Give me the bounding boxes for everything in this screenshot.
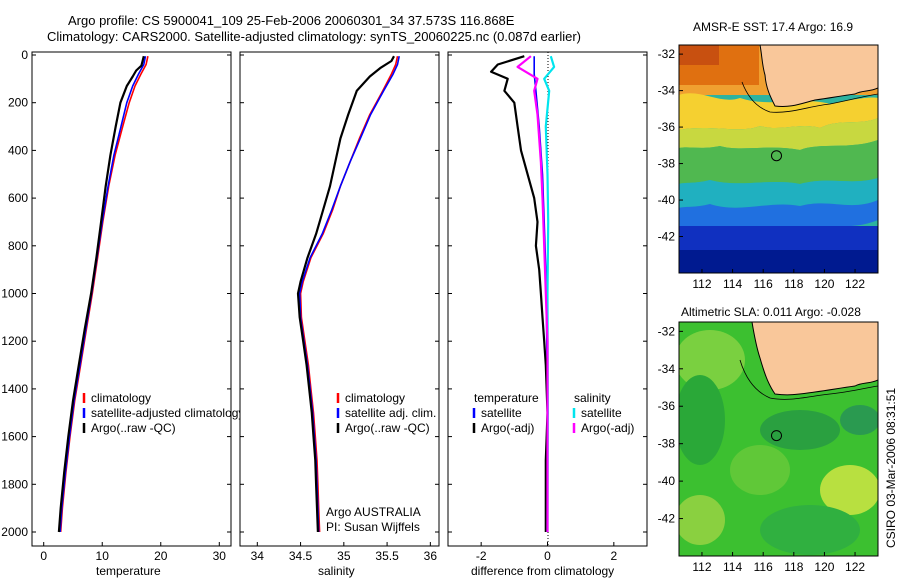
sst-map-lat-label: -36 [658, 120, 676, 134]
sla-map-lat-label: -34 [658, 362, 676, 376]
sla-map-lat-label: -42 [658, 512, 676, 526]
argo-location-marker [771, 150, 782, 162]
depth-tick-label: 1800 [1, 477, 28, 491]
sla-map-lat-label: -36 [658, 399, 676, 413]
sst-map-lon-label: 120 [814, 277, 834, 291]
sla-map: 112 114 116 118 120 122 -32 -34 -36 -38 -40 -42 [658, 321, 879, 574]
depth-tick-label: 600 [8, 191, 28, 205]
depth-tick-label: 1000 [1, 287, 28, 301]
sst-map-lat-label: -42 [658, 230, 676, 244]
temperature-xtick-label: 20 [154, 549, 168, 563]
depth-tick-label: 400 [8, 143, 28, 157]
series-line-salinity-argo-adj- [516, 55, 549, 532]
sla-map-lon-label: 122 [845, 560, 865, 574]
series-line-temperature-argo-adj- [490, 55, 549, 532]
difference-xtick-label: 2 [610, 549, 617, 563]
series-line-argo-raw-qc- [57, 55, 145, 533]
diff-temperature-legend-label: Argo(-adj) [481, 421, 534, 435]
sla-map-lon-label: 112 [692, 560, 711, 574]
sst-map-lat-label: -38 [658, 157, 676, 171]
depth-tick-label: 800 [8, 239, 28, 253]
difference-panel: -2 0 2 temperaturesatelliteArgo(-adj)salin… [447, 51, 648, 563]
depth-tick-label: 2000 [1, 525, 28, 539]
temperature-xtick-label: 0 [40, 549, 47, 563]
difference-xlabel: difference from climatology [471, 564, 615, 578]
sla-map-lat-label: -32 [658, 324, 676, 338]
difference-xtick-label: 0 [544, 549, 551, 563]
profile-title: Argo profile: CS 5900041_109 25-Feb-2006… [68, 13, 515, 28]
temperature-legend-label: Argo(..raw -QC) [91, 421, 176, 435]
argo-program-label: Argo AUSTRALIA [326, 505, 421, 519]
series-line-argo-raw-qc- [296, 55, 395, 533]
sst-map-lon-label: 116 [754, 277, 773, 291]
sst-map-lon-label: 112 [692, 277, 711, 291]
salinity-legend-label: satellite adj. clim. [345, 406, 436, 420]
sla-map-lon-label: 120 [814, 560, 834, 574]
depth-tick-label: 0 [21, 48, 28, 62]
pi-label: PI: Susan Wijffels [326, 520, 420, 534]
diff-salinity-legend-label: salinity [574, 391, 611, 405]
depth-tick-label: 200 [8, 96, 28, 110]
sla-map-lon-label: 116 [754, 560, 773, 574]
sla-map-lat-label: -40 [658, 474, 676, 488]
sla-map-lon-label: 118 [784, 560, 803, 574]
salinity-xtick-label: 36 [424, 549, 438, 563]
sla-map-title: Altimetric SLA: 0.011 Argo: -0.028 [681, 305, 861, 319]
temperature-legend-label: climatology [91, 391, 151, 405]
sst-map-lat-label: -40 [658, 193, 676, 207]
sla-map-lon-label: 114 [723, 560, 742, 574]
sst-map-lon-label: 118 [784, 277, 803, 291]
salinity-xlabel: salinity [318, 564, 355, 578]
argo-location-marker [771, 430, 782, 442]
salinity-xtick-label: 34 [251, 549, 265, 563]
diff-salinity-legend-label: Argo(-adj) [581, 421, 634, 435]
diff-temperature-legend-label: satellite [481, 406, 522, 420]
depth-tick-label: 1400 [1, 382, 28, 396]
climatology-title: Climatology: CARS2000. Satellite-adjuste… [47, 29, 582, 44]
temperature-panel: 0 10 20 30 0 200 400 600 800 1000 1200 1400 1600 1800… [1, 48, 244, 563]
salinity-legend-label: climatology [345, 391, 405, 405]
salinity-xtick-label: 34.5 [289, 549, 313, 563]
depth-tick-label: 1600 [1, 430, 28, 444]
temperature-xlabel: temperature [96, 564, 161, 578]
diff-temperature-legend-label: temperature [474, 391, 539, 405]
sla-map-lat-label: -38 [658, 437, 676, 451]
salinity-xtick-label: 35.5 [375, 549, 399, 563]
sst-map: 112 114 116 118 120 122 -32 -34 -36 -38 -40 -42 [658, 44, 879, 291]
sst-map-lat-label: -34 [658, 84, 676, 98]
temperature-xtick-label: 10 [96, 549, 110, 563]
temperature-xtick-label: 30 [213, 549, 227, 563]
salinity-xtick-label: 35 [337, 549, 351, 563]
salinity-legend-label: Argo(..raw -QC) [345, 421, 430, 435]
temperature-legend-label: satellite-adjusted climatology [91, 406, 244, 420]
difference-xtick-label: -2 [476, 549, 487, 563]
sst-map-lon-label: 114 [723, 277, 742, 291]
sst-map-lat-label: -32 [658, 47, 676, 61]
sst-map-lon-label: 122 [845, 277, 865, 291]
diff-salinity-legend-label: satellite [581, 406, 622, 420]
sst-map-title: AMSR-E SST: 17.4 Argo: 16.9 [693, 20, 854, 34]
depth-tick-label: 1200 [1, 334, 28, 348]
